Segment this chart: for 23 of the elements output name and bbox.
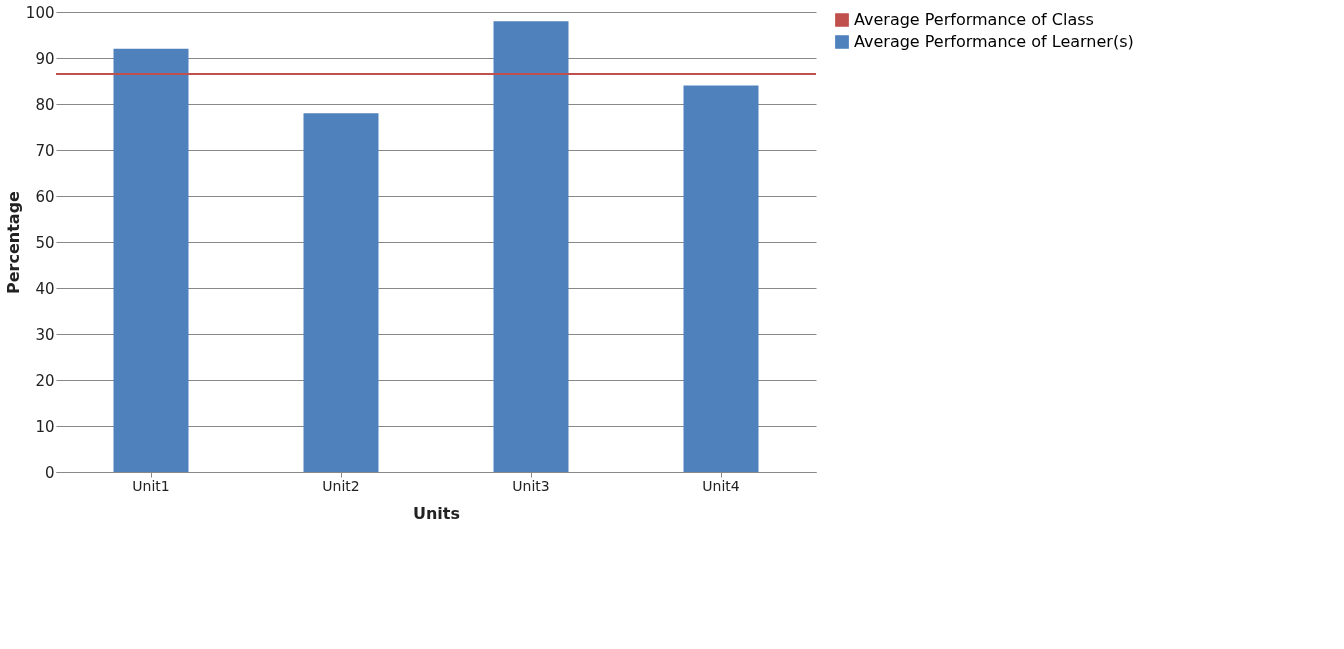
y-tick-label: 40 [35, 279, 55, 298]
y-axis-title: Percentage [3, 190, 23, 294]
x-tick-label: Unit3 [512, 477, 550, 494]
x-tick-label: Unit4 [702, 477, 740, 494]
y-tick-label: 0 [44, 463, 55, 482]
x-tick-label: Unit1 [132, 477, 170, 494]
y-tick-label: 60 [35, 187, 55, 206]
legend-label: Average Performance of Class [854, 10, 1094, 29]
x-axis-title: Units [412, 503, 461, 523]
y-tick-label: 20 [35, 371, 55, 390]
bar [493, 21, 569, 472]
bar [303, 113, 379, 472]
y-tick-label: 50 [35, 233, 55, 252]
legend-label: Average Performance of Learner(s) [854, 32, 1134, 51]
y-tick-label: 70 [35, 141, 55, 160]
y-tick-label: 80 [35, 95, 55, 114]
y-tick-label: 100 [25, 3, 55, 22]
y-tick-label: 30 [35, 325, 55, 344]
x-tick-label: Unit2 [322, 477, 360, 494]
bar [683, 85, 759, 472]
bar [113, 48, 189, 472]
y-tick-label: 10 [35, 417, 55, 436]
y-tick-label: 90 [35, 49, 55, 68]
